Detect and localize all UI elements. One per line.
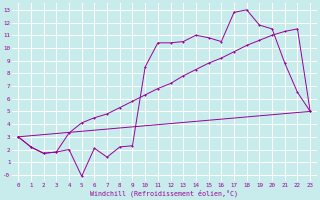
X-axis label: Windchill (Refroidissement éolien,°C): Windchill (Refroidissement éolien,°C) [90,189,238,197]
